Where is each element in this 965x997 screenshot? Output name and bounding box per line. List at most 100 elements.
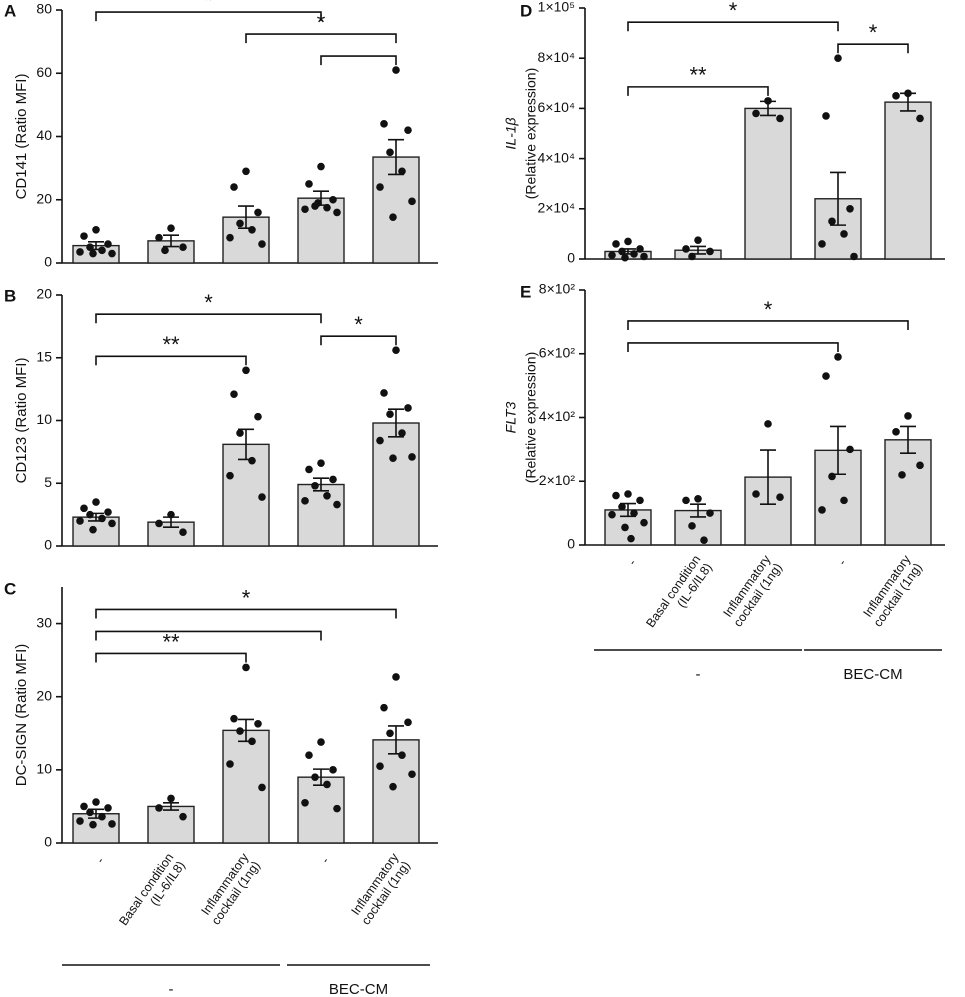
data-point xyxy=(846,445,854,454)
data-point xyxy=(618,502,626,511)
data-point xyxy=(380,389,388,397)
data-point xyxy=(392,346,400,355)
data-point xyxy=(380,120,388,128)
data-point xyxy=(98,514,106,523)
data-point xyxy=(179,243,187,251)
data-point xyxy=(86,510,94,519)
data-point xyxy=(236,727,244,735)
data-point xyxy=(317,738,325,746)
data-point xyxy=(248,225,256,234)
data-point xyxy=(892,92,900,100)
data-point xyxy=(834,353,842,361)
y-tick-label: 20 xyxy=(36,687,52,703)
data-point xyxy=(828,472,836,481)
error-bar xyxy=(163,234,179,248)
data-point xyxy=(242,663,250,672)
significance-label: * xyxy=(204,0,213,13)
bar xyxy=(744,107,792,260)
data-point xyxy=(398,167,406,176)
panel-letter: B xyxy=(4,286,16,305)
significance-bracket xyxy=(320,55,397,66)
data-point xyxy=(624,237,632,246)
y-tick-label: 8×10⁴ xyxy=(537,49,575,65)
significance-label: * xyxy=(869,20,878,45)
data-point xyxy=(850,252,858,261)
y-tick-label: 8×10² xyxy=(539,281,576,297)
data-point xyxy=(408,770,416,779)
data-point xyxy=(752,490,760,498)
bar xyxy=(222,443,270,547)
error-bar xyxy=(830,171,846,226)
y-tick-label: 1×10⁵ xyxy=(538,0,575,15)
y-tick-label: 0 xyxy=(44,834,52,850)
data-point xyxy=(764,97,772,105)
bar xyxy=(372,739,420,844)
data-point xyxy=(301,798,309,807)
x-tick-label: - xyxy=(625,557,639,568)
data-point xyxy=(80,802,88,811)
data-point xyxy=(376,183,384,191)
significance-label: * xyxy=(242,585,251,610)
significance-label: * xyxy=(204,290,213,315)
data-point xyxy=(76,517,84,525)
data-point xyxy=(621,523,629,532)
data-point xyxy=(389,782,397,791)
data-point xyxy=(80,232,88,240)
data-point xyxy=(80,504,88,513)
bar xyxy=(147,805,195,844)
data-point xyxy=(389,454,397,462)
data-point xyxy=(329,195,337,204)
data-point xyxy=(89,249,97,258)
panel-letter: D xyxy=(520,1,532,20)
data-point xyxy=(155,804,163,812)
data-point xyxy=(333,804,341,813)
data-point xyxy=(776,493,784,501)
data-point xyxy=(258,493,266,501)
data-point xyxy=(706,509,714,517)
data-point xyxy=(376,436,384,445)
data-point xyxy=(612,240,620,248)
data-point xyxy=(764,420,772,428)
data-point xyxy=(86,243,94,251)
data-point xyxy=(167,224,175,233)
data-point xyxy=(822,372,830,380)
data-point xyxy=(98,246,106,255)
y-tick-label: 15 xyxy=(36,348,52,364)
data-point xyxy=(314,199,322,207)
significance-bracket xyxy=(95,355,247,366)
data-point xyxy=(248,456,256,465)
data-point xyxy=(254,719,262,728)
data-point xyxy=(108,249,116,258)
bar xyxy=(884,101,932,260)
data-point xyxy=(104,804,112,812)
y-tick-label: 2×10² xyxy=(539,472,576,488)
significance-bracket xyxy=(627,342,839,352)
data-point xyxy=(392,673,400,681)
data-point xyxy=(98,812,106,821)
data-point xyxy=(317,459,325,467)
data-point xyxy=(682,496,690,505)
data-point xyxy=(230,183,238,191)
y-tick-label: 20 xyxy=(36,286,52,302)
data-point xyxy=(258,240,266,248)
data-point xyxy=(688,252,696,261)
data-point xyxy=(904,89,912,98)
bar xyxy=(297,483,345,547)
significance-bracket xyxy=(95,652,247,663)
data-point xyxy=(386,148,394,157)
data-point xyxy=(155,233,163,242)
data-point xyxy=(840,230,848,238)
data-point xyxy=(248,737,256,746)
data-point xyxy=(104,240,112,248)
data-point xyxy=(700,536,708,545)
data-point xyxy=(230,714,238,723)
y-tick-label: 30 xyxy=(36,614,52,630)
data-point xyxy=(76,248,84,256)
data-point xyxy=(329,475,337,484)
data-point xyxy=(776,114,784,123)
significance-label: ** xyxy=(689,63,707,88)
x-tick-label-group: - xyxy=(93,855,107,866)
